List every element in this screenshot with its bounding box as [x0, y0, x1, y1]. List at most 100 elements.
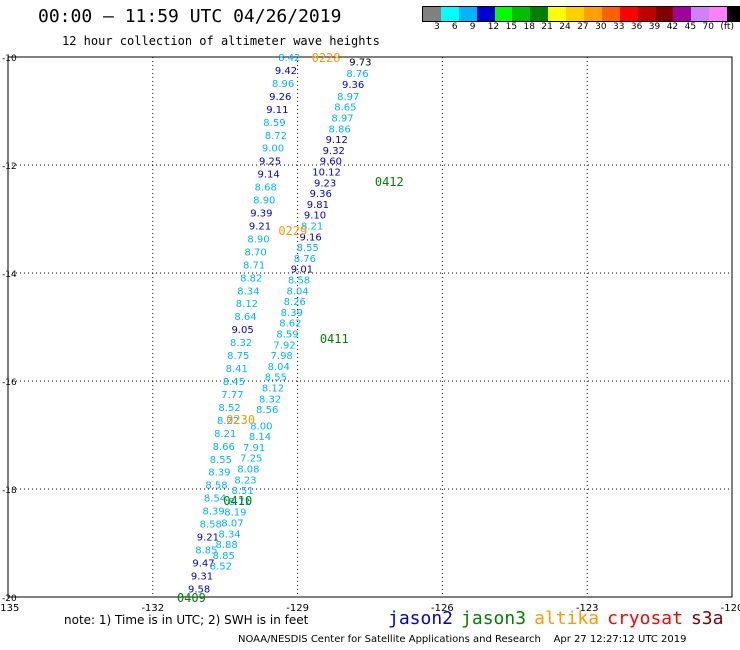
wave-height-reading: 9.00 [262, 144, 284, 155]
wave-height-reading: 8.58 [288, 275, 310, 286]
color-scale-label: (ft) [720, 22, 734, 32]
wave-height-reading: 8.55 [297, 243, 319, 254]
color-scale-label: 9 [469, 22, 476, 32]
wave-height-reading: 8.12 [236, 299, 258, 310]
latitude-tick-label: -10 [2, 54, 17, 64]
wave-height-reading: 7.98 [271, 351, 293, 362]
wave-height-reading: 9.58 [188, 584, 210, 595]
wave-height-reading: 8.72 [265, 131, 287, 142]
latitude-tick-label: -16 [2, 378, 17, 388]
wave-height-reading: 8.21 [301, 221, 323, 232]
wave-height-reading: 8.88 [216, 540, 238, 551]
wave-height-reading: 8.41 [226, 364, 248, 375]
color-swatch [727, 7, 740, 21]
wave-height-reading: 8.75 [227, 351, 249, 362]
wave-height-reading: 9.39 [250, 209, 272, 220]
color-scale-label: 6 [451, 22, 458, 32]
wave-height-reading: 8.21 [214, 429, 236, 440]
color-swatch [548, 7, 567, 21]
color-scale-label: 27 [577, 22, 589, 32]
wave-height-reading: 8.58 [200, 520, 222, 531]
wave-height-reading: 9.26 [269, 92, 291, 103]
wave-height-reading: 8.55 [265, 373, 287, 384]
wave-height-reading: 7.77 [221, 390, 243, 401]
wave-height-reading: 8.26 [284, 297, 306, 308]
color-scale-label: 21 [541, 22, 553, 32]
color-swatch [709, 7, 728, 21]
pass-time-label: 0412 [375, 175, 404, 189]
pass-time-label: 0410 [223, 494, 252, 508]
wave-height-reading: 8.68 [255, 183, 277, 194]
color-swatch [601, 7, 620, 21]
wave-height-reading: 9.36 [310, 189, 332, 200]
color-scale-labels: 3 6 9 12 15 18 21 24 27 30 33 36 39 42 45 70 (ft) [422, 22, 740, 36]
wave-height-reading: 8.90 [247, 234, 269, 245]
wave-height-reading: 9.36 [342, 80, 364, 91]
color-scale-label: 12 [487, 22, 500, 32]
color-swatch [673, 7, 692, 21]
wave-height-reading: 9.21 [197, 533, 219, 544]
wave-height-reading: 8.82 [240, 273, 262, 284]
pass-time-label: 0230 [226, 413, 255, 427]
color-swatch [584, 7, 602, 21]
wave-height-reading: 8.62 [279, 319, 301, 330]
wave-height-reading: 8.85 [195, 545, 217, 556]
map-frame [7, 56, 733, 598]
satellite-legend-item: jason2 [388, 608, 454, 629]
wave-height-reading: 8.32 [230, 338, 252, 349]
color-scale-label: 42 [666, 22, 679, 32]
credit-line: NOAA/NESDIS Center for Satellite Applica… [238, 634, 687, 645]
longitude-tick-label: -129 [286, 603, 309, 614]
wave-height-reading: 8.34 [218, 529, 240, 540]
wave-height-reading: 8.66 [213, 442, 235, 453]
pass-time-label: 0228 [312, 51, 341, 65]
satellite-legend-item: s3a [690, 608, 724, 629]
color-swatch [530, 7, 549, 21]
wave-height-reading: 8.90 [253, 196, 275, 207]
wave-height-reading: 8.97 [337, 92, 359, 103]
color-scale-label: 3 [434, 22, 440, 32]
footnote: note: 1) Time is in UTC; 2) SWH is in fe… [64, 613, 309, 627]
color-swatch [440, 7, 459, 21]
wave-height-reading: 8.42 [278, 53, 300, 64]
wave-height-reading: 9.60 [320, 157, 342, 168]
wave-height-reading: 8.76 [294, 254, 316, 265]
wave-height-reading: 8.71 [229, 497, 251, 508]
wave-height-reading: 9.47 [192, 558, 214, 569]
wave-height-reading: 7.25 [240, 454, 262, 465]
latitude-tick-label: -14 [2, 270, 17, 280]
wave-height-reading: 8.07 [221, 518, 243, 529]
page-title: 00:00 — 11:59 UTC 04/26/2019 [38, 6, 342, 27]
longitude-tick-label: -123 [576, 603, 599, 614]
latitude-tick-label: -20 [2, 594, 17, 604]
wave-height-reading: 8.97 [331, 113, 353, 124]
latitude-tick-label: -12 [2, 162, 17, 172]
satellite-legend: jason2 jason3 altika cryosat s3a [388, 608, 731, 629]
wave-height-reading: 8.00 [250, 421, 272, 432]
wave-height-reading: 8.96 [272, 79, 294, 90]
wave-height-reading: 8.54 [204, 494, 226, 505]
color-scale-label: 70 [702, 22, 714, 32]
wave-height-reading: 8.04 [268, 362, 290, 373]
color-swatch [494, 7, 513, 21]
color-scale-label: 18 [523, 22, 535, 32]
color-scale-label: 45 [684, 22, 697, 32]
color-swatch [691, 7, 710, 21]
wave-height-reading: 7.92 [273, 340, 295, 351]
wave-height-reading: 9.25 [259, 157, 281, 168]
wave-height-reading: 8.45 [223, 377, 245, 388]
pass-time-label: 0411 [320, 332, 349, 346]
color-swatch [512, 7, 531, 21]
color-swatch [637, 7, 656, 21]
wave-height-reading: 9.05 [231, 325, 253, 336]
wave-height-reading: 8.86 [328, 124, 350, 135]
longitude-tick-label: -126 [431, 603, 454, 614]
wave-height-reading: 8.56 [256, 405, 278, 416]
wave-height-reading: 9.10 [304, 211, 326, 222]
color-scale-label: 30 [595, 22, 607, 32]
color-scale-label: 15 [505, 22, 518, 32]
wave-height-reading: 8.52 [218, 403, 240, 414]
wave-height-reading: 9.01 [291, 265, 313, 276]
wave-height-reading: 9.73 [349, 57, 371, 68]
wave-height-reading: 8.52 [210, 562, 232, 573]
